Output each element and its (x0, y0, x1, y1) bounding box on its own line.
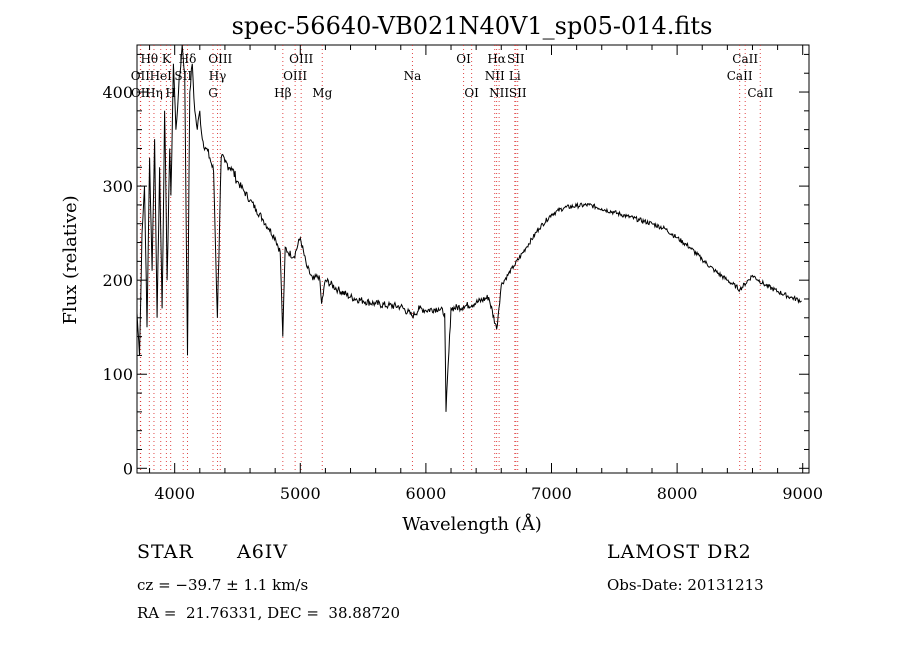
line-label: OI (464, 86, 479, 100)
line-label: SII (509, 86, 527, 100)
line-label: H (165, 86, 175, 100)
line-label: OI (456, 52, 471, 66)
coordinates-readout: RA = 21.76331, DEC = 38.88720 (137, 604, 401, 622)
line-label: NII (485, 69, 505, 83)
spectrum-line (136, 44, 802, 412)
y-axis-ticks: 0 100 200 300 400 (102, 53, 809, 478)
x-tick-label: 6000 (406, 484, 447, 503)
y-tick-label: 300 (102, 177, 133, 196)
x-tick-label: 4000 (154, 484, 195, 503)
line-label: Hα (487, 52, 506, 66)
x-tick-label: 8000 (657, 484, 698, 503)
line-label: HeI (150, 69, 173, 83)
line-label: Hθ (140, 52, 158, 66)
line-label: OII (131, 69, 151, 83)
line-label: SII (174, 69, 192, 83)
line-label: K (162, 52, 172, 66)
line-label: CaII (747, 86, 773, 100)
line-label: CaII (732, 52, 758, 66)
line-label: Hη (145, 86, 163, 100)
spectral-line-markers (139, 45, 761, 473)
x-axis-ticks: 4000 5000 6000 7000 8000 9000 (149, 45, 823, 503)
y-tick-label: 100 (102, 365, 133, 384)
line-label: Hβ (274, 86, 291, 100)
observation-date: Obs-Date: 20131213 (607, 576, 764, 594)
plot-frame (136, 44, 810, 474)
line-label: Mg (312, 86, 332, 100)
line-label: OIII (289, 52, 313, 66)
y-tick-label: 0 (123, 459, 133, 478)
line-label: SII (507, 52, 525, 66)
x-axis-label: Wavelength (Å) (402, 513, 542, 535)
y-tick-label: 400 (102, 83, 133, 102)
y-axis-label: Flux (relative) (60, 195, 81, 324)
line-label: OII (131, 86, 151, 100)
redshift-readout: cz = −39.7 ± 1.1 km/s (137, 576, 309, 594)
line-label: Na (404, 69, 422, 83)
object-type: STAR (137, 541, 194, 563)
line-label: OIII (283, 69, 307, 83)
x-tick-label: 7000 (531, 484, 572, 503)
line-label: NII (489, 86, 509, 100)
survey-name: LAMOST DR2 (607, 541, 752, 563)
line-label: Li (509, 69, 521, 83)
y-tick-label: 200 (102, 271, 133, 290)
line-label: OIII (208, 52, 232, 66)
chart-title: spec-56640-VB021N40V1_sp05-014.fits (232, 12, 713, 40)
line-label: G (208, 86, 218, 100)
x-tick-label: 9000 (782, 484, 823, 503)
spectral-subclass: A6IV (237, 541, 289, 563)
line-label: CaII (727, 69, 753, 83)
line-label: Hγ (209, 69, 227, 83)
x-tick-label: 5000 (280, 484, 321, 503)
